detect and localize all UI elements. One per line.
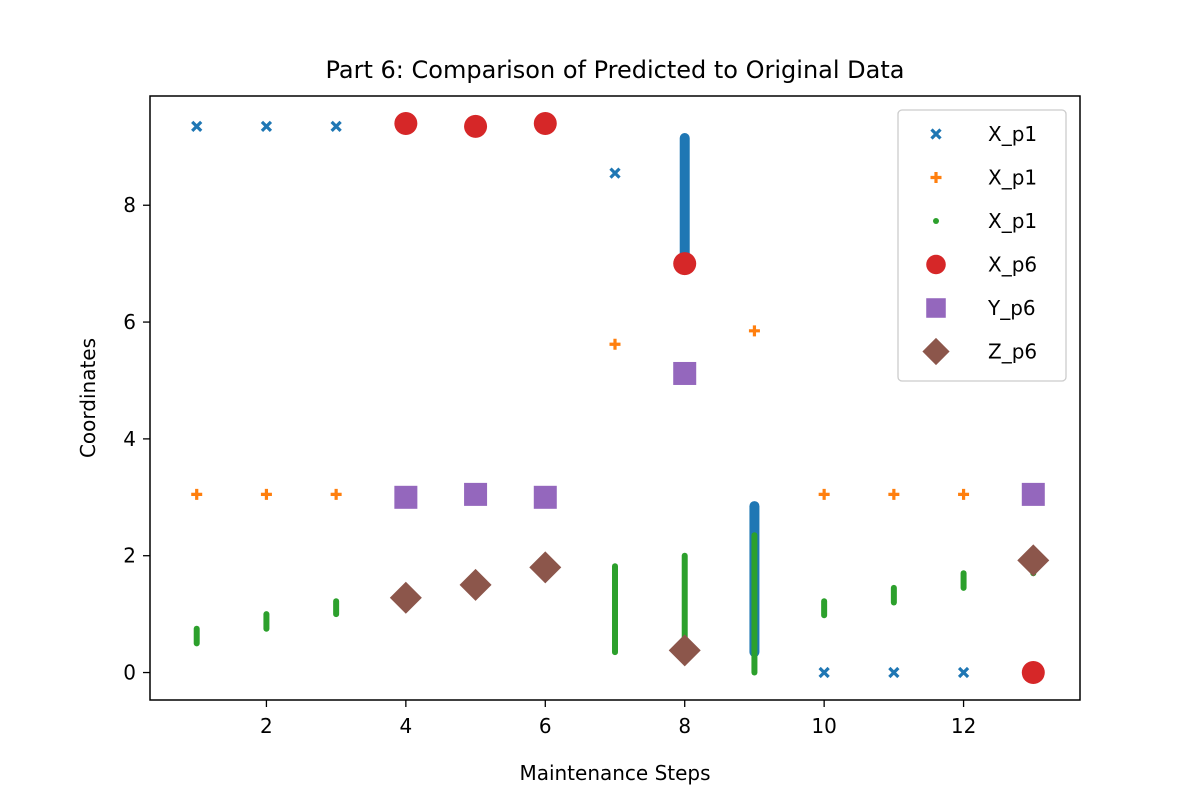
- data-point: [958, 488, 970, 500]
- chart-title: Part 6: Comparison of Predicted to Origi…: [326, 56, 905, 84]
- data-point: [260, 120, 273, 133]
- data-point: [260, 488, 272, 500]
- data-point: [394, 485, 418, 509]
- data-point: [1021, 482, 1045, 506]
- data-point: [533, 111, 557, 135]
- legend-marker: [926, 254, 946, 275]
- x-axis-label: Maintenance Steps: [519, 761, 710, 785]
- data-point: [609, 167, 621, 179]
- legend-marker: [933, 218, 939, 224]
- legend-label: X_p1: [988, 166, 1037, 190]
- series-2: [193, 532, 1037, 676]
- data-point: [673, 361, 697, 385]
- series-0: [191, 120, 970, 679]
- x-tick-label: 8: [678, 714, 691, 738]
- data-point: [1017, 544, 1050, 577]
- data-point: [529, 551, 562, 584]
- data-point: [330, 488, 342, 500]
- legend-label: X_p6: [988, 253, 1037, 277]
- y-tick-label: 6: [123, 310, 136, 334]
- data-point: [191, 120, 203, 133]
- series-4: [394, 361, 1045, 509]
- x-tick-label: 10: [811, 714, 836, 738]
- x-tick-label: 12: [951, 714, 976, 738]
- legend-box: [897, 109, 1067, 382]
- data-point: [464, 482, 488, 506]
- x-tick-label: 2: [260, 714, 273, 738]
- axis-ticks: 2 4 6 8 10 12 0 2 4 6 8: [123, 193, 976, 738]
- legend-label: Y_p6: [987, 296, 1036, 320]
- y-axis-label: Coordinates: [76, 338, 100, 458]
- data-point: [191, 488, 203, 500]
- plot-frame: [149, 95, 1081, 701]
- data-point: [459, 568, 492, 601]
- y-tick-label: 8: [123, 193, 136, 217]
- series-5: [389, 544, 1050, 667]
- data-point: [533, 485, 557, 509]
- series-1: [191, 325, 970, 500]
- data-point: [673, 252, 697, 276]
- data-point: [888, 488, 900, 500]
- data-point: [668, 634, 701, 667]
- data-point: [394, 111, 418, 135]
- data-point: [1021, 661, 1045, 685]
- data-point: [957, 666, 970, 679]
- data-point: [464, 114, 488, 138]
- data-point: [609, 338, 621, 350]
- plot-area: [191, 111, 1050, 685]
- legend-marker: [930, 172, 942, 183]
- legend-label: X_p1: [988, 122, 1037, 146]
- data-point: [818, 488, 830, 500]
- y-tick-label: 0: [123, 661, 136, 685]
- x-tick-label: 6: [539, 714, 552, 738]
- legend-marker: [922, 337, 950, 366]
- data-point: [748, 325, 760, 337]
- legend: X_p1 X_p1 X_p1 X_p6 Y_p6 Z_p6: [897, 109, 1067, 382]
- legend-label: Z_p6: [988, 340, 1037, 364]
- legend-marker: [926, 298, 946, 318]
- y-tick-label: 2: [123, 544, 136, 568]
- data-point: [389, 581, 422, 614]
- data-point: [330, 120, 342, 133]
- y-tick-label: 4: [123, 427, 136, 451]
- x-tick-label: 4: [399, 714, 412, 738]
- data-point: [818, 666, 830, 679]
- series-3: [394, 111, 1045, 685]
- legend-label: X_p1: [988, 209, 1037, 233]
- data-point: [888, 666, 900, 679]
- legend-marker: [930, 128, 942, 140]
